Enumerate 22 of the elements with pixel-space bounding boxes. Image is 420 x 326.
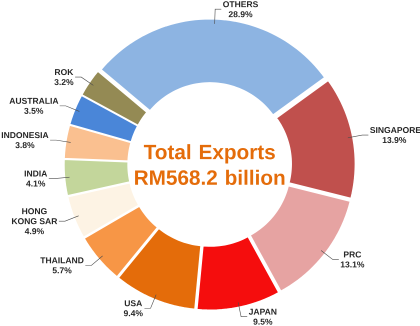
slice-label: PRC [344,251,362,258]
data-label: 9.4% [124,310,143,316]
slice-label: AUSTRALIA [9,98,58,104]
slice-label: INDIA [24,170,48,176]
data-label: 4.9% [24,228,44,234]
data-label: 3.8% [15,142,34,148]
slice-label: THAILAND [40,257,84,264]
slice-label: JAPAN [248,308,276,315]
slice-label: INDONESIA [2,132,48,138]
data-label: 3.2% [54,79,74,86]
slice-label: USA [124,300,142,306]
slice-label: HONG KONG SAR [12,208,58,224]
data-label: 5.7% [52,267,72,274]
data-label: 4.1% [26,180,46,187]
slice-label: ROK [55,69,74,76]
data-label: 9.5% [253,318,272,325]
slice-label: OTHERS [223,1,258,8]
data-label: 13.9% [382,137,406,144]
data-label: 13.1% [340,261,364,268]
text: Total Exports RM568.2 billion [135,144,284,185]
data-label: 28.9% [228,11,252,18]
data-label: 3.5% [24,108,44,114]
